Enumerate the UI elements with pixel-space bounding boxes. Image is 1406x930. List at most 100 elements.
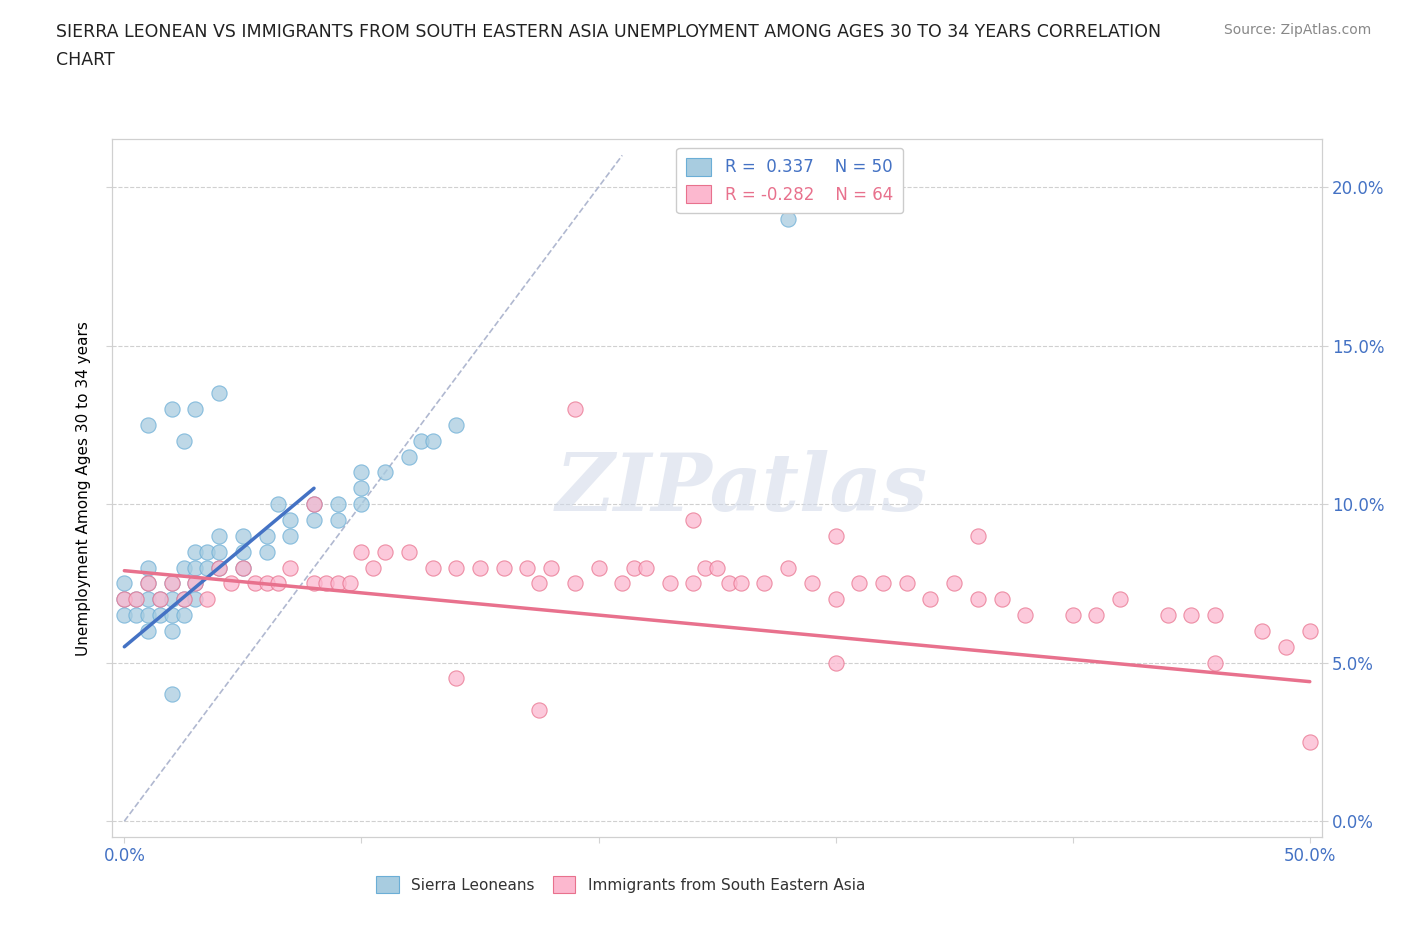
Point	[125, 591, 148, 606]
Point	[256, 576, 278, 591]
Y-axis label: Unemployment Among Ages 30 to 34 years: Unemployment Among Ages 30 to 34 years	[76, 321, 91, 656]
Point	[326, 576, 349, 591]
Point	[267, 576, 290, 591]
Point	[564, 576, 586, 591]
Point	[1085, 607, 1108, 622]
Point	[125, 591, 148, 606]
Point	[350, 465, 373, 480]
Point	[278, 560, 301, 575]
Point	[302, 512, 325, 527]
Point	[682, 576, 704, 591]
Point	[184, 576, 207, 591]
Point	[149, 591, 172, 606]
Point	[361, 560, 384, 575]
Point	[195, 544, 218, 559]
Point	[446, 560, 468, 575]
Point	[160, 402, 183, 417]
Point	[219, 576, 242, 591]
Point	[184, 560, 207, 575]
Point	[706, 560, 728, 575]
Point	[492, 560, 515, 575]
Point	[409, 433, 432, 448]
Point	[302, 497, 325, 512]
Point	[564, 402, 586, 417]
Point	[173, 591, 195, 606]
Point	[446, 418, 468, 432]
Point	[243, 576, 266, 591]
Point	[173, 560, 195, 575]
Text: CHART: CHART	[56, 51, 115, 69]
Point	[1299, 735, 1322, 750]
Point	[778, 560, 800, 575]
Point	[232, 528, 254, 543]
Point	[516, 560, 538, 575]
Point	[468, 560, 491, 575]
Point	[232, 544, 254, 559]
Point	[136, 576, 159, 591]
Point	[872, 576, 894, 591]
Text: ZIPatlas: ZIPatlas	[555, 449, 928, 527]
Point	[160, 607, 183, 622]
Point	[896, 576, 918, 591]
Text: Source: ZipAtlas.com: Source: ZipAtlas.com	[1223, 23, 1371, 37]
Point	[824, 655, 846, 670]
Point	[446, 671, 468, 686]
Point	[350, 497, 373, 512]
Point	[256, 544, 278, 559]
Point	[682, 512, 704, 527]
Point	[136, 623, 159, 638]
Point	[422, 433, 444, 448]
Point	[529, 576, 551, 591]
Point	[278, 512, 301, 527]
Point	[398, 544, 420, 559]
Point	[374, 465, 396, 480]
Point	[529, 703, 551, 718]
Text: SIERRA LEONEAN VS IMMIGRANTS FROM SOUTH EASTERN ASIA UNEMPLOYMENT AMONG AGES 30 : SIERRA LEONEAN VS IMMIGRANTS FROM SOUTH …	[56, 23, 1161, 41]
Point	[990, 591, 1012, 606]
Point	[112, 591, 135, 606]
Point	[278, 528, 301, 543]
Point	[160, 591, 183, 606]
Point	[184, 576, 207, 591]
Point	[848, 576, 870, 591]
Point	[208, 560, 231, 575]
Point	[195, 591, 218, 606]
Point	[1014, 607, 1036, 622]
Point	[1180, 607, 1202, 622]
Point	[540, 560, 562, 575]
Point	[160, 687, 183, 702]
Point	[1204, 655, 1226, 670]
Point	[1251, 623, 1274, 638]
Point	[302, 497, 325, 512]
Point	[267, 497, 290, 512]
Point	[149, 591, 172, 606]
Point	[112, 576, 135, 591]
Point	[658, 576, 681, 591]
Point	[623, 560, 645, 575]
Point	[315, 576, 337, 591]
Point	[350, 544, 373, 559]
Point	[302, 576, 325, 591]
Point	[943, 576, 966, 591]
Point	[374, 544, 396, 559]
Point	[754, 576, 776, 591]
Point	[1299, 623, 1322, 638]
Point	[195, 560, 218, 575]
Point	[398, 449, 420, 464]
Point	[184, 544, 207, 559]
Point	[1062, 607, 1084, 622]
Point	[160, 623, 183, 638]
Point	[326, 512, 349, 527]
Point	[232, 560, 254, 575]
Point	[136, 418, 159, 432]
Point	[208, 560, 231, 575]
Point	[125, 607, 148, 622]
Point	[588, 560, 610, 575]
Point	[422, 560, 444, 575]
Point	[112, 607, 135, 622]
Point	[1204, 607, 1226, 622]
Point	[256, 528, 278, 543]
Point	[184, 591, 207, 606]
Point	[800, 576, 823, 591]
Point	[232, 560, 254, 575]
